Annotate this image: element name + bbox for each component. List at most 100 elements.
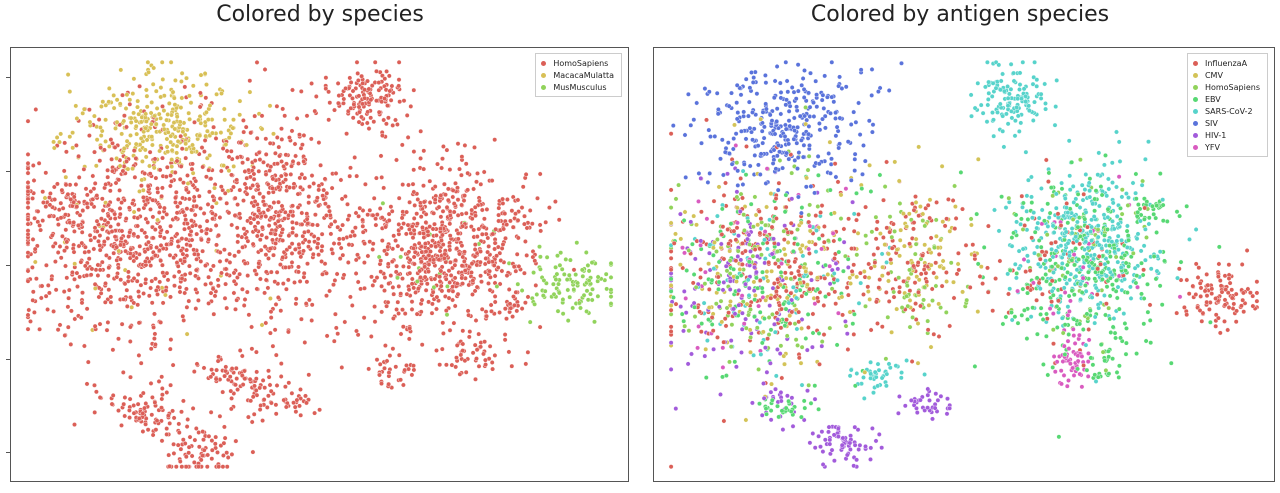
data-point <box>143 401 149 406</box>
data-point <box>465 187 471 193</box>
data-point <box>283 286 289 292</box>
data-point <box>64 239 70 245</box>
data-point <box>290 203 295 209</box>
data-point <box>241 198 246 204</box>
data-point <box>294 116 300 121</box>
data-point <box>463 210 469 216</box>
data-point <box>447 221 453 227</box>
data-point <box>409 223 415 229</box>
data-point <box>985 265 990 271</box>
scatter-plot-species: HomoSapiens MacacaMulatta MusMusculus <box>10 47 629 482</box>
data-point <box>826 291 832 297</box>
data-point <box>1142 226 1148 232</box>
data-point <box>160 76 166 82</box>
data-point <box>721 418 727 424</box>
data-point <box>306 372 312 378</box>
data-point <box>231 278 237 284</box>
data-point <box>1119 194 1125 200</box>
data-point <box>254 369 260 375</box>
data-point <box>696 171 702 176</box>
data-point <box>173 199 178 205</box>
data-point <box>346 242 352 248</box>
data-point <box>446 295 452 301</box>
data-point <box>266 256 271 261</box>
data-point <box>145 59 151 65</box>
data-point <box>43 170 49 176</box>
data-point <box>484 313 489 319</box>
data-point <box>156 111 162 117</box>
data-point <box>133 123 139 129</box>
data-point <box>94 389 99 395</box>
data-point <box>359 114 364 120</box>
data-point <box>709 277 715 283</box>
data-point <box>201 365 207 371</box>
data-point <box>763 72 768 78</box>
data-point <box>180 195 186 201</box>
data-point <box>119 321 125 327</box>
data-point <box>379 283 384 289</box>
data-point <box>404 113 410 118</box>
data-point <box>1032 99 1037 105</box>
data-point <box>47 202 53 208</box>
data-point <box>499 268 505 274</box>
data-point <box>1087 176 1093 182</box>
data-point <box>721 192 727 198</box>
data-point <box>439 232 445 238</box>
data-point <box>1198 285 1204 291</box>
data-point <box>840 268 846 274</box>
data-point <box>189 166 195 172</box>
data-point <box>776 180 782 186</box>
data-point <box>220 146 226 151</box>
data-point <box>670 123 676 129</box>
data-point <box>580 273 586 279</box>
data-point <box>499 245 505 251</box>
data-point <box>879 375 885 381</box>
data-point <box>176 421 182 427</box>
data-point <box>478 344 483 350</box>
data-point <box>419 297 425 303</box>
data-point <box>773 196 779 202</box>
data-point <box>801 142 807 148</box>
data-point <box>876 431 882 437</box>
data-point <box>283 177 288 183</box>
data-point <box>335 331 341 337</box>
data-point <box>159 374 165 380</box>
data-point <box>172 170 178 175</box>
data-point <box>222 435 228 441</box>
data-point <box>360 229 366 235</box>
data-point <box>234 376 240 381</box>
data-point <box>92 235 98 241</box>
data-point <box>120 369 126 375</box>
data-point <box>506 287 512 292</box>
data-point <box>943 309 949 315</box>
data-point <box>118 277 124 283</box>
data-point <box>86 256 92 262</box>
data-point <box>1038 186 1044 191</box>
data-point <box>263 277 269 283</box>
data-point <box>757 401 762 407</box>
data-point <box>249 346 255 352</box>
data-point <box>783 102 789 108</box>
data-point <box>752 292 758 298</box>
data-point <box>570 305 576 311</box>
data-point <box>292 141 298 147</box>
data-point <box>222 190 228 196</box>
data-point <box>1145 281 1150 287</box>
data-point <box>174 231 180 237</box>
data-point <box>25 189 31 194</box>
data-point <box>455 236 461 242</box>
data-point <box>35 208 41 214</box>
data-point <box>390 315 396 321</box>
data-point <box>268 215 274 221</box>
data-point <box>535 195 540 201</box>
data-point <box>309 173 315 179</box>
data-point <box>194 361 200 367</box>
data-point <box>863 443 868 449</box>
data-point <box>584 308 589 314</box>
data-point <box>150 214 156 220</box>
data-point <box>984 59 990 65</box>
data-point <box>158 115 164 121</box>
data-point <box>186 110 192 116</box>
data-point <box>1085 269 1091 275</box>
data-point <box>668 329 674 334</box>
